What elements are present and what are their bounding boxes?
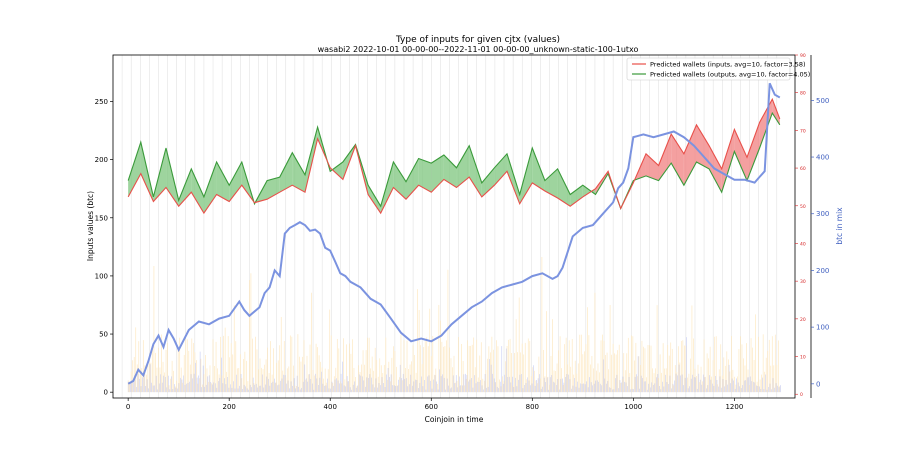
y3-tick-label: 10	[800, 355, 806, 361]
legend-label-outputs: Predicted wallets (outputs, avg=10, fact…	[650, 71, 810, 79]
chart-title: Type of inputs for given cjtx (values)	[395, 35, 560, 45]
fill-inputs-higher	[721, 129, 735, 193]
fill-outputs-higher	[292, 152, 305, 193]
x-tick-label: 600	[425, 403, 438, 411]
fill-outputs-higher	[532, 148, 545, 192]
fill-outputs-higher	[178, 168, 192, 207]
fill-outputs-higher	[494, 153, 508, 186]
series-line-btc-in-mix	[127, 82, 781, 385]
y2-tick-label: 0	[816, 380, 820, 388]
y-tick-label: 100	[95, 272, 108, 280]
fill-outputs-higher	[443, 154, 457, 188]
x-tick-label: 0	[126, 403, 130, 411]
y3-tick-label: 80	[800, 91, 806, 97]
fill-outputs-higher	[406, 158, 419, 200]
y2-axis-label: btc in mix	[835, 207, 844, 245]
fill-outputs-higher	[519, 148, 533, 204]
fill-inputs-higher	[683, 124, 697, 186]
y-tick-label: 250	[95, 98, 108, 106]
y3-tick-label: 70	[800, 128, 806, 134]
y3-tick-label: 40	[800, 241, 806, 247]
fill-outputs-higher	[418, 158, 432, 193]
plot-frame	[112, 54, 796, 399]
y2-tick-label: 400	[816, 154, 829, 162]
fill-outputs-higher	[570, 185, 583, 207]
x-tick-label: 1000	[624, 403, 642, 411]
x-tick-label: 800	[526, 403, 539, 411]
series-line-outputs	[127, 111, 781, 210]
fill-outputs-higher	[330, 161, 343, 180]
fill-inputs-higher	[645, 153, 659, 181]
y3-tick-label: 20	[800, 317, 806, 323]
fill-inputs-higher	[759, 99, 773, 149]
y-tick-label: 200	[95, 156, 108, 164]
x-tick-label: 200	[223, 403, 236, 411]
series-lines	[127, 82, 781, 385]
fill-inputs-higher	[671, 134, 684, 186]
x-tick-label: 1200	[725, 403, 743, 411]
fill-outputs-higher	[304, 127, 318, 193]
fill-outputs-higher	[279, 152, 293, 193]
volume-bars	[127, 257, 781, 393]
series-line-inputs	[127, 97, 781, 215]
y-tick-label: 0	[104, 389, 108, 397]
x-axis-label: Coinjoin in time	[425, 415, 484, 424]
fill-outputs-higher	[229, 161, 242, 202]
fill-inputs-higher	[747, 122, 760, 181]
y2-tick-label: 300	[816, 210, 829, 218]
fill-outputs-higher	[203, 161, 217, 214]
fill-outputs-higher	[469, 145, 482, 197]
fill-outputs-higher	[456, 145, 470, 188]
y-axis-label: Inputs values (btc)	[86, 191, 95, 261]
y3-tick-label: 60	[800, 166, 806, 172]
y2-tick-label: 100	[816, 324, 829, 332]
y3-tick-label: 0	[800, 392, 803, 398]
x-tick-label: 400	[324, 403, 337, 411]
fill-outputs-higher	[507, 153, 520, 204]
chart-subtitle: wasabi2 2022-10-01 00-00-00--2022-11-01 …	[318, 45, 639, 54]
y3-tick-label: 50	[800, 204, 806, 210]
fill-inputs-higher	[658, 134, 672, 181]
y2-tick-label: 500	[816, 97, 829, 105]
fill-outputs-higher	[557, 168, 571, 207]
y3-tick-label: 90	[800, 53, 806, 59]
fill-outputs-higher	[216, 161, 230, 202]
fill-outputs-higher	[368, 185, 381, 214]
y3-tick-label: 30	[800, 279, 806, 285]
legend-box	[626, 57, 791, 81]
fill-inputs-higher	[734, 129, 748, 181]
legend-label-inputs: Predicted wallets (inputs, avg=10, facto…	[650, 61, 806, 69]
fill-outputs-higher	[431, 154, 444, 193]
axes: 0 200 400 600 800 1000 12000501001502002500102…	[95, 53, 830, 411]
fill-outputs-higher	[128, 142, 141, 197]
y-tick-label: 150	[95, 214, 108, 222]
fill-outputs-higher	[481, 167, 495, 197]
fill-outputs-higher	[191, 168, 204, 214]
legend: Predicted wallets (inputs, avg=10, facto…	[626, 57, 810, 81]
fill-outputs-higher	[544, 168, 558, 199]
y2-tick-label: 200	[816, 267, 829, 275]
y-tick-label: 50	[99, 331, 108, 339]
